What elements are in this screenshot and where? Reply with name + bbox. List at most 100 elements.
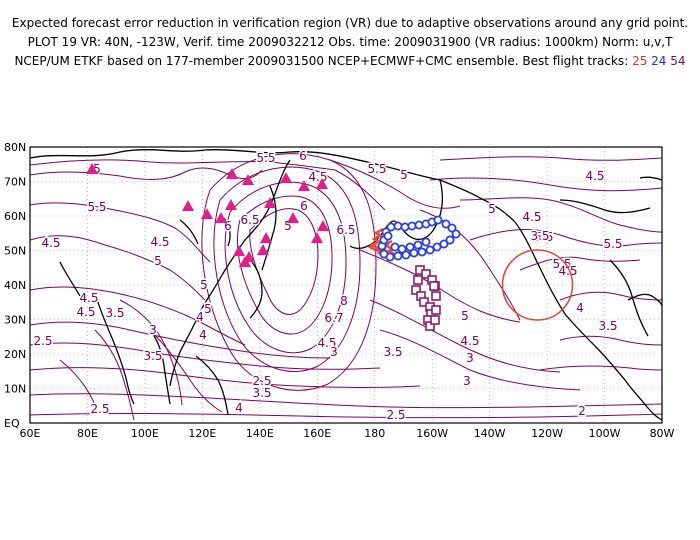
track-54-marker <box>419 297 429 307</box>
contour-line <box>369 299 561 373</box>
track-24-marker <box>414 220 424 230</box>
contour-line <box>224 181 347 354</box>
radar-site-marker <box>260 232 272 243</box>
radar-site-marker <box>317 220 329 231</box>
radar-site-marker <box>257 244 269 255</box>
contour-line <box>334 169 386 211</box>
map-frame <box>29 146 663 424</box>
contour-line <box>149 329 223 413</box>
contour-label: 2.5 <box>386 408 405 422</box>
contour-label: 5.5 <box>256 151 275 165</box>
track-24-marker <box>393 251 403 261</box>
contour-label: 5 <box>461 309 469 323</box>
lon-tick-label: 120E <box>188 427 216 440</box>
coastline <box>639 176 662 181</box>
lon-tick-label: 100E <box>131 427 159 440</box>
contour-label: 5.5 <box>367 162 386 176</box>
contour-label: 3 <box>466 351 474 365</box>
contour-line <box>30 412 662 419</box>
contour-line <box>30 367 421 388</box>
contour-line <box>559 335 662 346</box>
radar-site-marker <box>316 178 328 189</box>
lat-tick-label: EQ <box>4 417 20 430</box>
lon-tick-label: 60E <box>20 427 41 440</box>
radar-site-marker <box>182 200 194 211</box>
lon-tick-label: 180 <box>364 427 385 440</box>
radar-site-marker <box>201 208 213 219</box>
track-54-marker <box>421 269 431 279</box>
contour-label: 6 <box>299 149 307 163</box>
track-54-marker <box>431 305 441 315</box>
track-54-legend: 54 <box>670 54 686 68</box>
track-54-marker <box>425 321 435 331</box>
contour-label: 4.5 <box>150 235 169 249</box>
contour-label: 4.5 <box>585 169 604 183</box>
contour-line <box>30 167 263 180</box>
contour-label: 6.5 <box>240 213 259 227</box>
contour-line <box>30 159 336 171</box>
plot-header: Expected forecast error reduction in ver… <box>0 14 700 71</box>
contour-label: 4.5 <box>558 264 577 278</box>
contour-label: 8 <box>340 294 348 308</box>
track-54-marker <box>429 281 439 291</box>
lat-tick-label: 20N <box>4 348 26 361</box>
coastlines <box>30 149 662 421</box>
coastline <box>627 293 662 307</box>
track-24-marker <box>425 245 435 255</box>
contour-label: 6.7 <box>324 311 343 325</box>
contour-label: 4.5 <box>308 170 327 184</box>
contour-line <box>459 197 662 233</box>
lat-tick-label: 30N <box>4 314 26 327</box>
contour-line <box>94 329 135 421</box>
track-24-marker <box>417 247 427 257</box>
track-24-legend: 24 <box>651 54 667 68</box>
track-24-marker <box>409 248 419 258</box>
contour-label: 5 <box>204 302 212 316</box>
contour-label: 4.5 <box>79 291 98 305</box>
track-24-marker <box>397 244 407 254</box>
contour-label: 3.5 <box>530 229 549 243</box>
contour-label: 4 <box>576 301 584 315</box>
track-24-marker <box>447 223 457 233</box>
track-24-marker <box>405 242 415 252</box>
track-25-legend: 25 <box>632 54 648 68</box>
track-24-marker <box>390 242 400 252</box>
contour-label: 2.5 <box>33 334 52 348</box>
coastline <box>30 149 441 181</box>
coastline <box>179 219 199 245</box>
flight-tracks <box>367 215 461 331</box>
radar-sites <box>86 163 329 267</box>
radar-site-marker <box>233 245 245 256</box>
track-24-marker <box>407 221 417 231</box>
contour-label: 5.5 <box>603 237 622 251</box>
track-24-marker <box>400 222 410 232</box>
contour-label: 4 <box>196 310 204 324</box>
lat-tick-label: 40N <box>4 279 26 292</box>
track-54-marker <box>430 315 440 325</box>
lat-tick-label: 80N <box>4 141 26 154</box>
contour-label: 4.5 <box>41 236 60 250</box>
track-24-marker <box>445 235 455 245</box>
radar-site-marker <box>280 172 292 183</box>
contour-label: 3 <box>330 345 338 359</box>
contour-label: 3.5 <box>252 386 271 400</box>
lat-tick-label: 70N <box>4 176 26 189</box>
contour-label: 4.5 <box>460 334 479 348</box>
contour-line <box>119 299 183 406</box>
radar-site-marker <box>311 232 323 243</box>
radar-site-marker <box>225 199 237 210</box>
contour-label: 5 <box>400 168 408 182</box>
coastline <box>169 274 223 387</box>
graticule <box>30 147 662 423</box>
lat-tick-label: 60N <box>4 210 26 223</box>
coastline <box>149 329 171 405</box>
contour-line <box>429 177 662 192</box>
contour-label: 2 <box>578 404 586 418</box>
contour-label: 5 <box>488 202 496 216</box>
contour-label: 4.5 <box>522 210 541 224</box>
track-25-marker <box>367 241 378 253</box>
contour-label: 4.5 <box>76 305 95 319</box>
coastline <box>261 185 277 271</box>
radar-site-marker <box>215 212 227 223</box>
track-54-marker <box>413 275 423 285</box>
